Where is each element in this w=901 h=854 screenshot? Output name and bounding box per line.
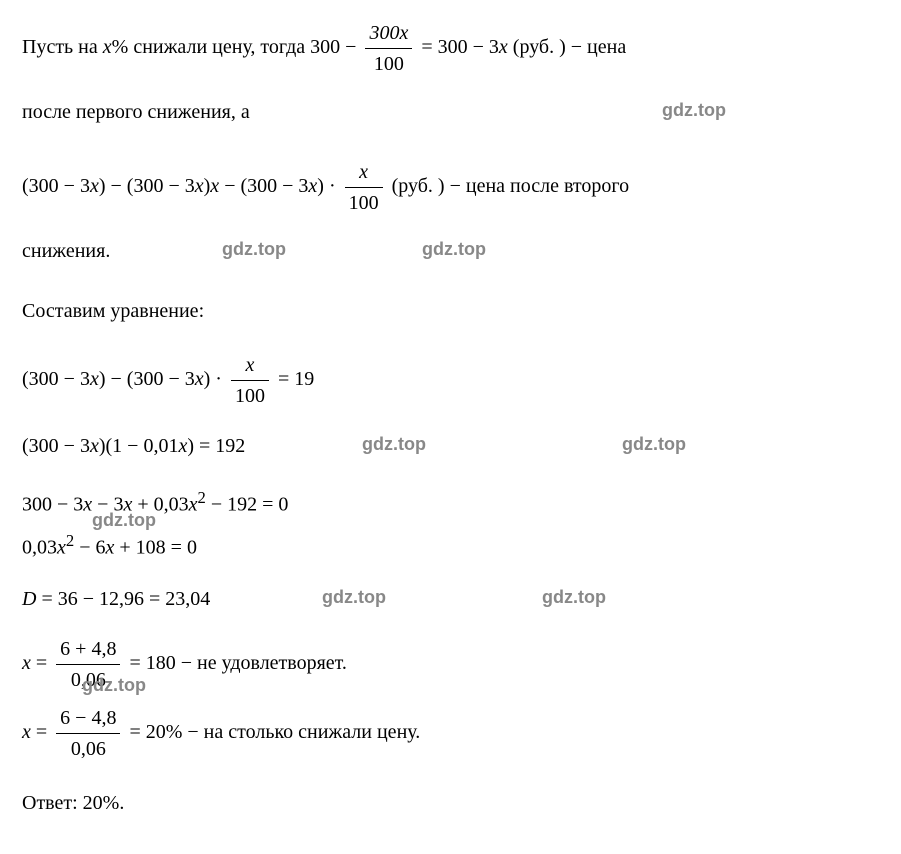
text: = 300 − 3: [416, 36, 499, 58]
text: 0,03: [22, 536, 57, 558]
var-x: x: [103, 36, 112, 58]
watermark: gdz.top: [662, 97, 726, 124]
text: = 180 − не удовлетворяет.: [124, 652, 346, 674]
text: % снижали цену, тогда 300 −: [112, 36, 362, 58]
var-x: x: [83, 494, 92, 516]
fraction: x100: [231, 350, 269, 411]
var-x: x: [499, 36, 508, 58]
text: (руб. ) − цена: [508, 36, 626, 58]
text: Составим уравнение:: [22, 300, 204, 322]
paragraph-1: Пусть на x% снижали цену, тогда 300 − 30…: [22, 18, 879, 79]
equation-4: 0,03x2 − 6x + 108 = 0: [22, 528, 879, 563]
text: Пусть на: [22, 36, 103, 58]
text: (300 − 3: [22, 435, 90, 457]
text: = 36 − 12,96 = 23,04: [36, 588, 210, 610]
text: ) − (300 − 3: [99, 175, 195, 197]
var-x: x: [90, 175, 99, 197]
var-x: x: [178, 435, 187, 457]
equation-2: (300 − 3x)(1 − 0,01x) = 192 gdz.top gdz.…: [22, 431, 879, 461]
paragraph-3: Составим уравнение:: [22, 296, 879, 326]
text: (300 − 3: [22, 368, 90, 390]
text: − 6: [74, 536, 105, 558]
text: Ответ: 20%.: [22, 792, 124, 814]
watermark: gdz.top: [362, 431, 426, 458]
denominator: 100: [231, 381, 269, 411]
text: после первого снижения, а: [22, 101, 250, 123]
text: (300 − 3: [22, 175, 90, 197]
text: = 19: [273, 368, 314, 390]
text: − (300 − 3: [219, 175, 308, 197]
text: =: [31, 652, 52, 674]
numerator: 6 + 4,8: [56, 634, 120, 665]
text: − 192 = 0: [206, 494, 289, 516]
text: + 108 = 0: [114, 536, 197, 558]
equation-5: D = 36 − 12,96 = 23,04 gdz.top gdz.top: [22, 584, 879, 614]
equation-1: (300 − 3x) − (300 − 3x) · x100 = 19: [22, 350, 879, 411]
var-x: x: [22, 652, 31, 674]
fraction: x100: [345, 157, 383, 218]
var-x: x: [189, 494, 198, 516]
fraction: 6 − 4,80,06: [56, 703, 120, 764]
var-x: x: [195, 175, 204, 197]
paragraph-2b: снижения. gdz.top gdz.top: [22, 236, 879, 266]
text: ) ·: [317, 175, 340, 197]
numerator: x: [231, 350, 269, 381]
watermark: gdz.top: [422, 236, 486, 263]
var-x: x: [90, 368, 99, 390]
var-x: x: [22, 721, 31, 743]
text: )(1 − 0,01: [99, 435, 179, 457]
text: = 20% − на столько снижали цену.: [124, 721, 420, 743]
denominator: 100: [365, 49, 412, 79]
denominator: 0,06: [56, 734, 120, 764]
watermark: gdz.top: [542, 584, 606, 611]
var-x: x: [90, 435, 99, 457]
equation-3: 300 − 3x − 3x + 0,03x2 − 192 = 0 gdz.top: [22, 485, 879, 520]
watermark: gdz.top: [622, 431, 686, 458]
text: ) ·: [204, 368, 227, 390]
text: снижения.: [22, 240, 110, 262]
var-x: x: [195, 368, 204, 390]
fraction: 6 + 4,80,06: [56, 634, 120, 695]
superscript: 2: [66, 531, 74, 550]
text: (руб. ) − цена после второго: [387, 175, 629, 197]
text: + 0,03: [132, 494, 188, 516]
text: =: [31, 721, 52, 743]
text: ) − (300 − 3: [99, 368, 195, 390]
watermark: gdz.top: [322, 584, 386, 611]
var-x: x: [123, 494, 132, 516]
var-d: D: [22, 588, 36, 610]
text: ) = 192: [187, 435, 245, 457]
var-x: x: [210, 175, 219, 197]
denominator: 0,06: [56, 665, 120, 695]
answer: Ответ: 20%.: [22, 788, 879, 818]
fraction: 300x 100: [365, 18, 412, 79]
var-x: x: [308, 175, 317, 197]
superscript: 2: [198, 488, 206, 507]
paragraph-2: (300 − 3x) − (300 − 3x)x − (300 − 3x) · …: [22, 157, 879, 218]
numerator: 6 − 4,8: [56, 703, 120, 734]
text: 300 − 3: [22, 494, 83, 516]
denominator: 100: [345, 188, 383, 218]
numerator: x: [345, 157, 383, 188]
var-x: x: [57, 536, 66, 558]
num-text: 300x: [369, 22, 408, 44]
numerator: 300x: [365, 18, 412, 49]
watermark: gdz.top: [222, 236, 286, 263]
text: − 3: [92, 494, 123, 516]
equation-7: x = 6 − 4,80,06 = 20% − на столько снижа…: [22, 703, 879, 764]
paragraph-1b: после первого снижения, а gdz.top: [22, 97, 879, 127]
equation-6: x = 6 + 4,80,06 = 180 − не удовлетворяет…: [22, 634, 879, 695]
